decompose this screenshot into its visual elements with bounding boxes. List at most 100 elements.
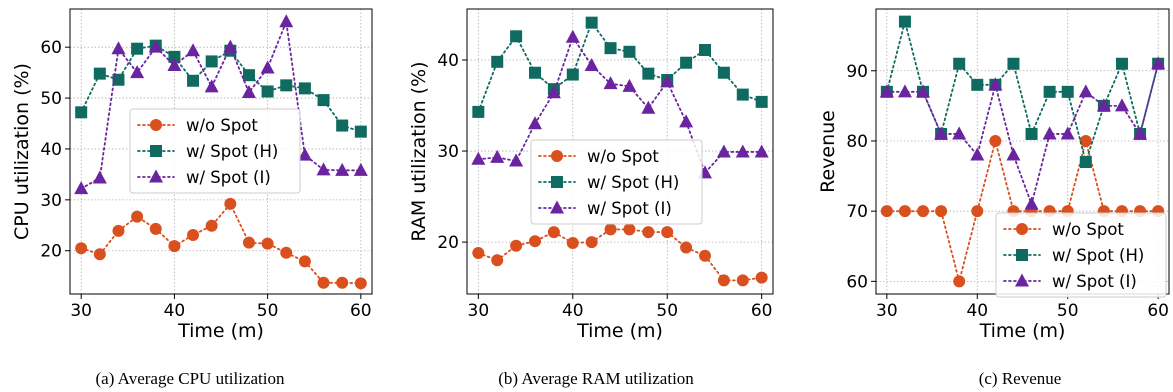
data-point <box>149 222 162 235</box>
series-line <box>477 228 763 282</box>
data-point <box>261 85 274 98</box>
data-point <box>585 16 598 29</box>
data-point <box>297 147 312 161</box>
data-point <box>242 236 255 249</box>
legend-marker <box>551 176 563 188</box>
series-triangle <box>471 29 769 179</box>
data-point <box>279 14 294 28</box>
data-point <box>680 56 693 69</box>
series-circle <box>472 223 768 287</box>
data-point <box>472 247 485 260</box>
y-tick-label: 40 <box>437 51 459 71</box>
data-point <box>680 241 693 254</box>
x-tick-label: 30 <box>468 301 490 321</box>
series-line <box>80 202 362 285</box>
data-point <box>952 126 967 140</box>
data-point <box>335 162 350 176</box>
x-tick-label: 50 <box>257 301 279 321</box>
legend-label: w/ Spot (H) <box>1052 246 1144 265</box>
series-line <box>885 62 1160 208</box>
data-point <box>566 68 579 81</box>
data-point <box>336 119 349 132</box>
data-point <box>93 67 106 80</box>
data-point <box>491 254 504 267</box>
legend-marker <box>150 145 162 157</box>
x-tick-label: 60 <box>751 301 773 321</box>
data-point <box>353 162 368 176</box>
data-point <box>260 60 275 74</box>
data-point <box>112 224 125 237</box>
y-tick-label: 30 <box>437 142 459 162</box>
data-point <box>935 205 948 218</box>
data-point <box>1096 98 1111 112</box>
data-point <box>472 105 485 118</box>
data-point <box>298 255 311 268</box>
data-point <box>1006 147 1021 161</box>
data-point <box>879 84 894 98</box>
y-axis-label: Revenue <box>817 110 839 193</box>
x-tick-label: 50 <box>656 301 678 321</box>
y-tick-label: 80 <box>846 132 868 152</box>
data-point <box>280 246 293 259</box>
legend-label: w/ Spot (H) <box>587 173 679 192</box>
data-point <box>988 77 1003 91</box>
data-point <box>565 29 580 43</box>
data-point <box>471 151 486 165</box>
series-line <box>477 20 763 113</box>
data-point <box>111 41 126 55</box>
x-axis-label: Time (m) <box>177 320 264 342</box>
data-point <box>971 205 984 218</box>
data-point <box>603 76 618 90</box>
x-tick-label: 30 <box>70 301 92 321</box>
data-point <box>755 271 768 284</box>
data-point <box>566 237 579 250</box>
data-point <box>298 82 311 95</box>
data-point <box>1042 126 1057 140</box>
data-point <box>74 181 89 195</box>
data-point <box>131 210 144 223</box>
data-point <box>1079 134 1092 147</box>
y-tick-label: 60 <box>40 38 62 58</box>
legend-marker <box>149 169 163 183</box>
data-point <box>130 65 145 79</box>
y-tick-label: 70 <box>846 202 868 222</box>
data-point <box>1043 85 1056 98</box>
y-tick-label: 40 <box>40 140 62 160</box>
data-point <box>490 149 505 163</box>
data-point <box>528 116 542 130</box>
data-point <box>584 57 599 71</box>
legend-marker <box>150 119 162 131</box>
y-tick-label: 60 <box>846 272 868 292</box>
data-point <box>898 205 911 218</box>
data-point <box>317 276 330 289</box>
data-point <box>510 30 523 43</box>
data-point <box>716 144 731 158</box>
data-point <box>699 43 711 56</box>
data-point <box>1151 56 1166 70</box>
data-point <box>916 84 931 98</box>
legend-box <box>530 139 703 225</box>
x-tick-label: 50 <box>1057 301 1079 321</box>
x-tick-label: 40 <box>164 301 186 321</box>
data-point <box>1079 156 1092 169</box>
legend-box <box>129 108 301 194</box>
data-point <box>1115 57 1128 70</box>
data-point <box>223 39 238 53</box>
data-point <box>547 226 560 239</box>
series-triangle <box>74 14 368 195</box>
data-point <box>1024 196 1039 210</box>
data-point <box>241 84 256 98</box>
data-point <box>604 223 617 236</box>
data-point <box>317 94 330 107</box>
y-tick-label: 50 <box>40 89 62 109</box>
data-point <box>168 50 181 63</box>
legend-label: w/ Spot (H) <box>186 142 278 161</box>
series-line <box>477 35 763 175</box>
data-point <box>75 106 88 119</box>
y-tick-label: 90 <box>846 62 868 82</box>
data-point <box>953 275 966 288</box>
data-point <box>316 162 331 176</box>
y-axis-label: RAM utilization (%) <box>408 61 430 241</box>
